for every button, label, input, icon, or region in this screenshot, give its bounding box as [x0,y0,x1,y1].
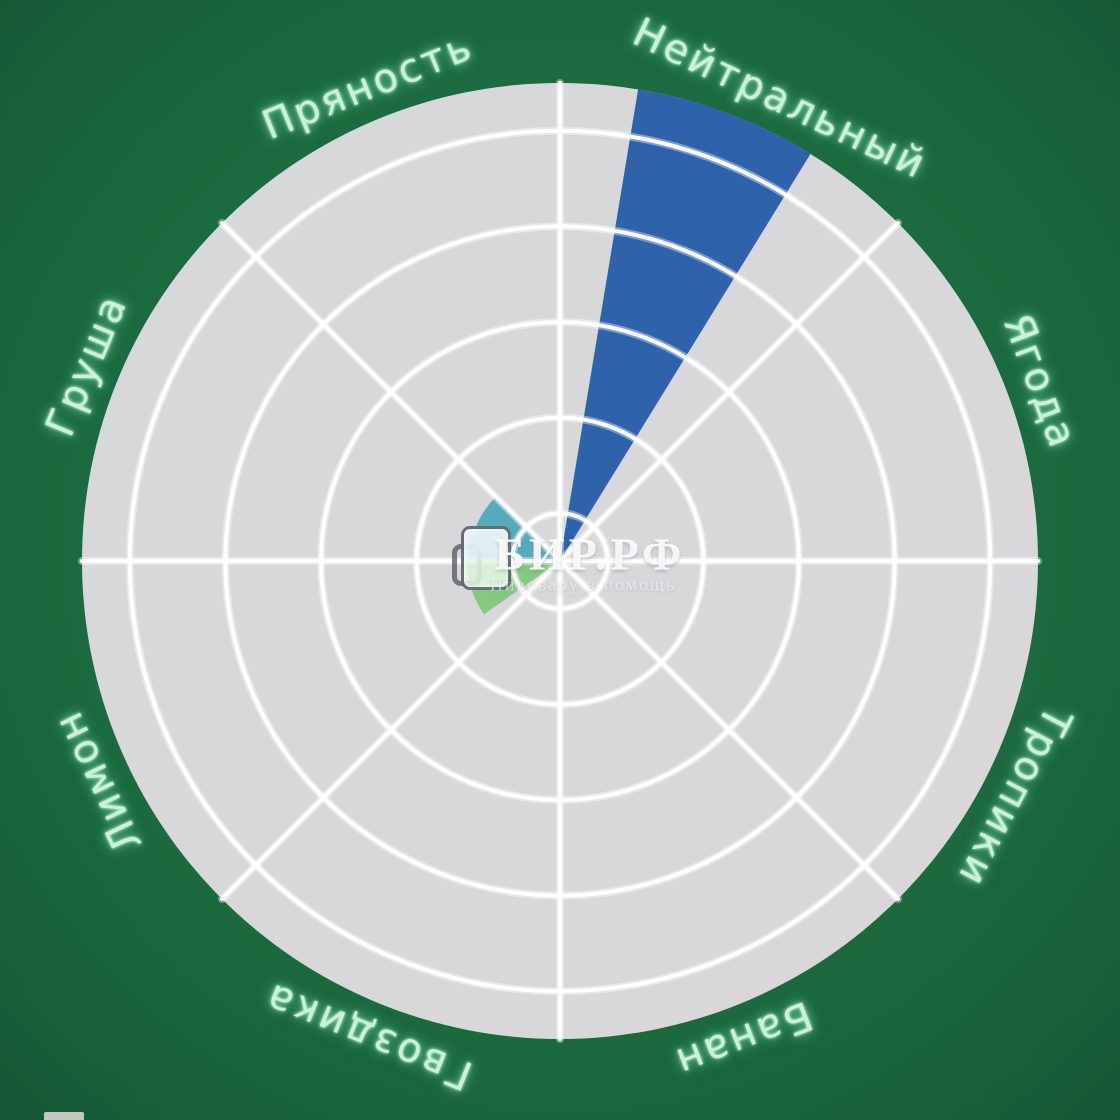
polar-grid [80,81,1040,1041]
corner-artifact [44,1112,84,1120]
grid-spoke [558,221,900,563]
grid-spoke [220,559,562,901]
grid-spoke [220,221,562,563]
grid-spoke [558,559,900,901]
bar-Нейтральный [560,89,811,562]
